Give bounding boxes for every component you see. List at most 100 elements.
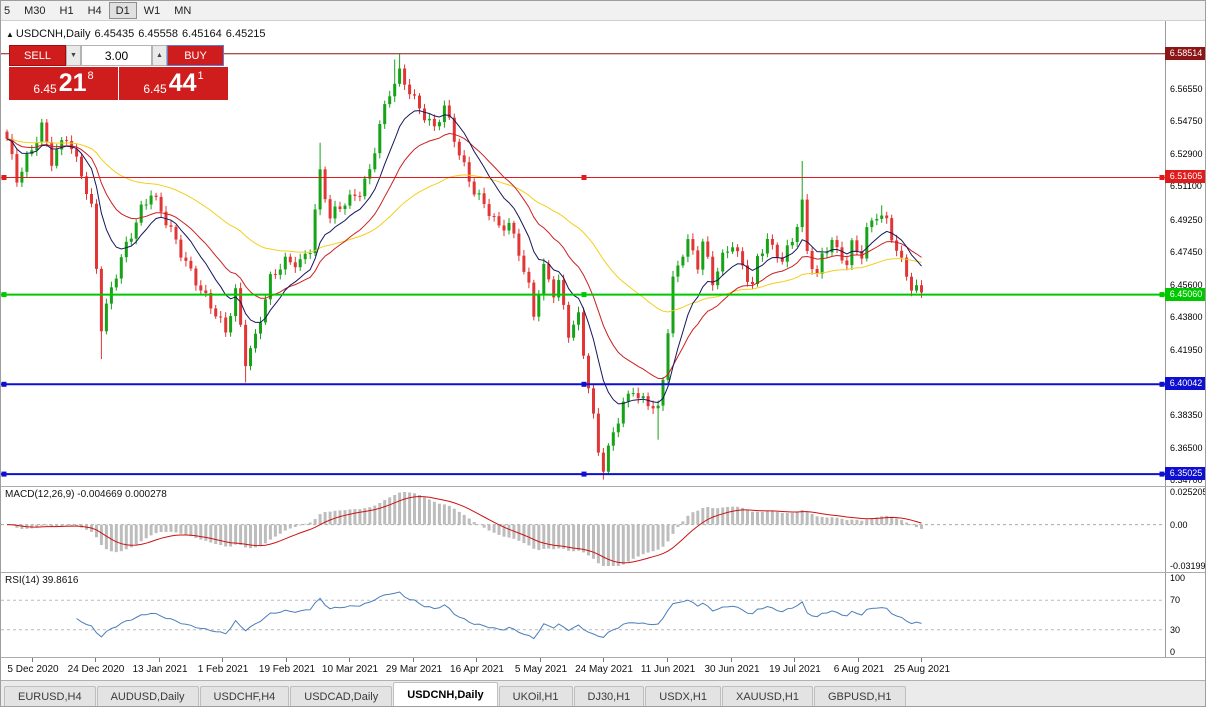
volume-decrease-button[interactable]: ▼ bbox=[66, 45, 81, 66]
timeframe-button-5[interactable]: 5 bbox=[1, 2, 17, 19]
rsi-label: RSI(14) 39.8616 bbox=[5, 575, 79, 586]
date-tick bbox=[286, 658, 287, 662]
line-drag-handle bbox=[581, 381, 587, 387]
macd-signal-line bbox=[6, 495, 922, 564]
date-tick bbox=[32, 658, 33, 662]
chart-header: ▲ USDCNH,Daily 6.45435 6.45558 6.45164 6.4521… bbox=[6, 28, 270, 40]
symbol-marker-icon: ▲ bbox=[6, 30, 14, 39]
sell-button[interactable]: SELL bbox=[9, 45, 66, 66]
chart-tab-xauusd-h1[interactable]: XAUUSD,H1 bbox=[721, 686, 813, 706]
price-axis-label: 6.34700 bbox=[1170, 475, 1203, 485]
candlestick-chart[interactable] bbox=[1, 21, 1165, 486]
date-tick bbox=[667, 658, 668, 662]
price-axis-label: 6.49250 bbox=[1170, 215, 1203, 225]
date-tick bbox=[731, 658, 732, 662]
chart-tab-dj30-h1[interactable]: DJ30,H1 bbox=[573, 686, 645, 706]
macd-label: MACD(12,26,9) -0.004669 0.000278 bbox=[5, 489, 167, 500]
bid-price-sup: 8 bbox=[87, 70, 94, 82]
date-axis-label: 1 Feb 2021 bbox=[197, 664, 249, 675]
macd-histogram bbox=[10, 492, 923, 566]
timeframe-button-d1[interactable]: D1 bbox=[108, 2, 137, 19]
date-axis-label: 30 Jun 2021 bbox=[704, 664, 760, 675]
buy-price-display[interactable]: 6.45 44 1 bbox=[119, 67, 228, 100]
panel-separator[interactable] bbox=[1, 572, 1205, 573]
date-axis-label: 16 Apr 2021 bbox=[450, 664, 504, 675]
horizontal-level-lines[interactable] bbox=[1, 53, 1165, 477]
rsi-axis-label: 0 bbox=[1170, 647, 1176, 657]
timeframe-button-h4[interactable]: H4 bbox=[81, 2, 109, 19]
price-axis-label: 6.54750 bbox=[1170, 116, 1203, 126]
chart-tab-usdchf-h4[interactable]: USDCHF,H4 bbox=[199, 686, 290, 706]
volume-increase-button[interactable]: ▲ bbox=[152, 45, 167, 66]
price-level-tag: 6.58514 bbox=[1165, 47, 1205, 60]
volume-input[interactable] bbox=[81, 45, 152, 66]
rsi-axis-label: 30 bbox=[1170, 625, 1181, 635]
date-tick bbox=[476, 658, 477, 662]
date-axis-label: 29 Mar 2021 bbox=[385, 664, 443, 675]
date-axis-label: 24 Dec 2020 bbox=[67, 664, 125, 675]
chart-tab-usdcnh-daily[interactable]: USDCNH,Daily bbox=[393, 682, 498, 706]
ask-price-big: 44 bbox=[168, 69, 197, 97]
timeframe-button-m30[interactable]: M30 bbox=[17, 2, 52, 19]
panel-separator bbox=[1, 657, 1205, 658]
line-drag-handle bbox=[1159, 381, 1165, 387]
medium-ma bbox=[6, 132, 922, 380]
slow-ma bbox=[6, 138, 922, 313]
moving-average-lines bbox=[6, 110, 922, 405]
date-tick bbox=[921, 658, 922, 662]
ohlc-high: 6.45558 bbox=[138, 28, 179, 40]
chart-tab-bar: EURUSD,H4 AUDUSD,Daily USDCHF,H4 USDCAD,Dai… bbox=[1, 680, 1205, 706]
line-drag-handle bbox=[581, 175, 587, 180]
price-axis-label: 6.56550 bbox=[1170, 84, 1203, 94]
price-axis-label: 6.43800 bbox=[1170, 312, 1203, 322]
chart-tab-ukoil-h1[interactable]: UKOil,H1 bbox=[498, 686, 573, 706]
bid-price-big: 21 bbox=[58, 69, 87, 97]
panel-separator[interactable] bbox=[1, 486, 1205, 487]
bid-price-prefix: 6.45 bbox=[33, 82, 57, 96]
timeframe-button-mn[interactable]: MN bbox=[167, 2, 198, 19]
date-tick bbox=[413, 658, 414, 662]
macd-indicator-chart[interactable] bbox=[1, 487, 1165, 572]
date-tick bbox=[222, 658, 223, 662]
sell-price-display[interactable]: 6.45 21 8 bbox=[9, 67, 118, 100]
chart-tab-audusd-daily[interactable]: AUDUSD,Daily bbox=[96, 686, 199, 706]
fast-ma bbox=[6, 110, 922, 405]
ohlc-close: 6.45215 bbox=[225, 28, 266, 40]
timeframe-button-w1[interactable]: W1 bbox=[137, 2, 168, 19]
line-drag-handle bbox=[1159, 292, 1165, 298]
price-axis-label: 6.51100 bbox=[1170, 181, 1202, 191]
date-axis[interactable]: 5 Dec 2020 24 Dec 2020 13 Jan 2021 1 Feb 20… bbox=[1, 658, 1165, 680]
buy-button[interactable]: BUY bbox=[167, 45, 224, 66]
chart-tab-gbpusd-h1[interactable]: GBPUSD,H1 bbox=[813, 686, 906, 706]
date-axis-label: 5 May 2021 bbox=[514, 664, 568, 675]
price-axis-label: 6.41950 bbox=[1170, 345, 1203, 355]
date-tick bbox=[794, 658, 795, 662]
date-axis-label: 6 Aug 2021 bbox=[833, 664, 885, 675]
date-axis-label: 10 Mar 2021 bbox=[321, 664, 379, 675]
rsi-axis-label: 70 bbox=[1170, 595, 1181, 605]
ask-price-sup: 1 bbox=[197, 70, 204, 82]
chart-tab-usdcad-daily[interactable]: USDCAD,Daily bbox=[290, 686, 393, 706]
price-axis-label: 6.38350 bbox=[1170, 410, 1203, 420]
price-axis-label: 6.47450 bbox=[1170, 247, 1203, 257]
rsi-indicator-chart[interactable] bbox=[1, 573, 1165, 657]
rsi-axis-label: 100 bbox=[1170, 573, 1186, 583]
line-drag-handle bbox=[581, 292, 587, 298]
date-axis-label: 13 Jan 2021 bbox=[132, 664, 188, 675]
date-axis-label: 25 Aug 2021 bbox=[893, 664, 951, 675]
date-axis-label: 24 May 2021 bbox=[575, 664, 633, 675]
line-drag-handle bbox=[1, 292, 7, 298]
ask-price-prefix: 6.45 bbox=[143, 82, 167, 96]
price-axis-label: 6.52900 bbox=[1170, 149, 1203, 159]
date-tick bbox=[349, 658, 350, 662]
chart-tab-eurusd-h4[interactable]: EURUSD,H4 bbox=[4, 686, 96, 706]
timeframe-toolbar: 5 M30 H1 H4 D1 W1 MN bbox=[1, 1, 1205, 21]
price-level-tag: 6.35025 bbox=[1165, 467, 1205, 480]
timeframe-button-h1[interactable]: H1 bbox=[53, 2, 81, 19]
line-drag-handle bbox=[1, 175, 7, 180]
date-tick bbox=[159, 658, 160, 662]
date-tick bbox=[540, 658, 541, 662]
chart-tab-usdx-h1[interactable]: USDX,H1 bbox=[645, 686, 721, 706]
